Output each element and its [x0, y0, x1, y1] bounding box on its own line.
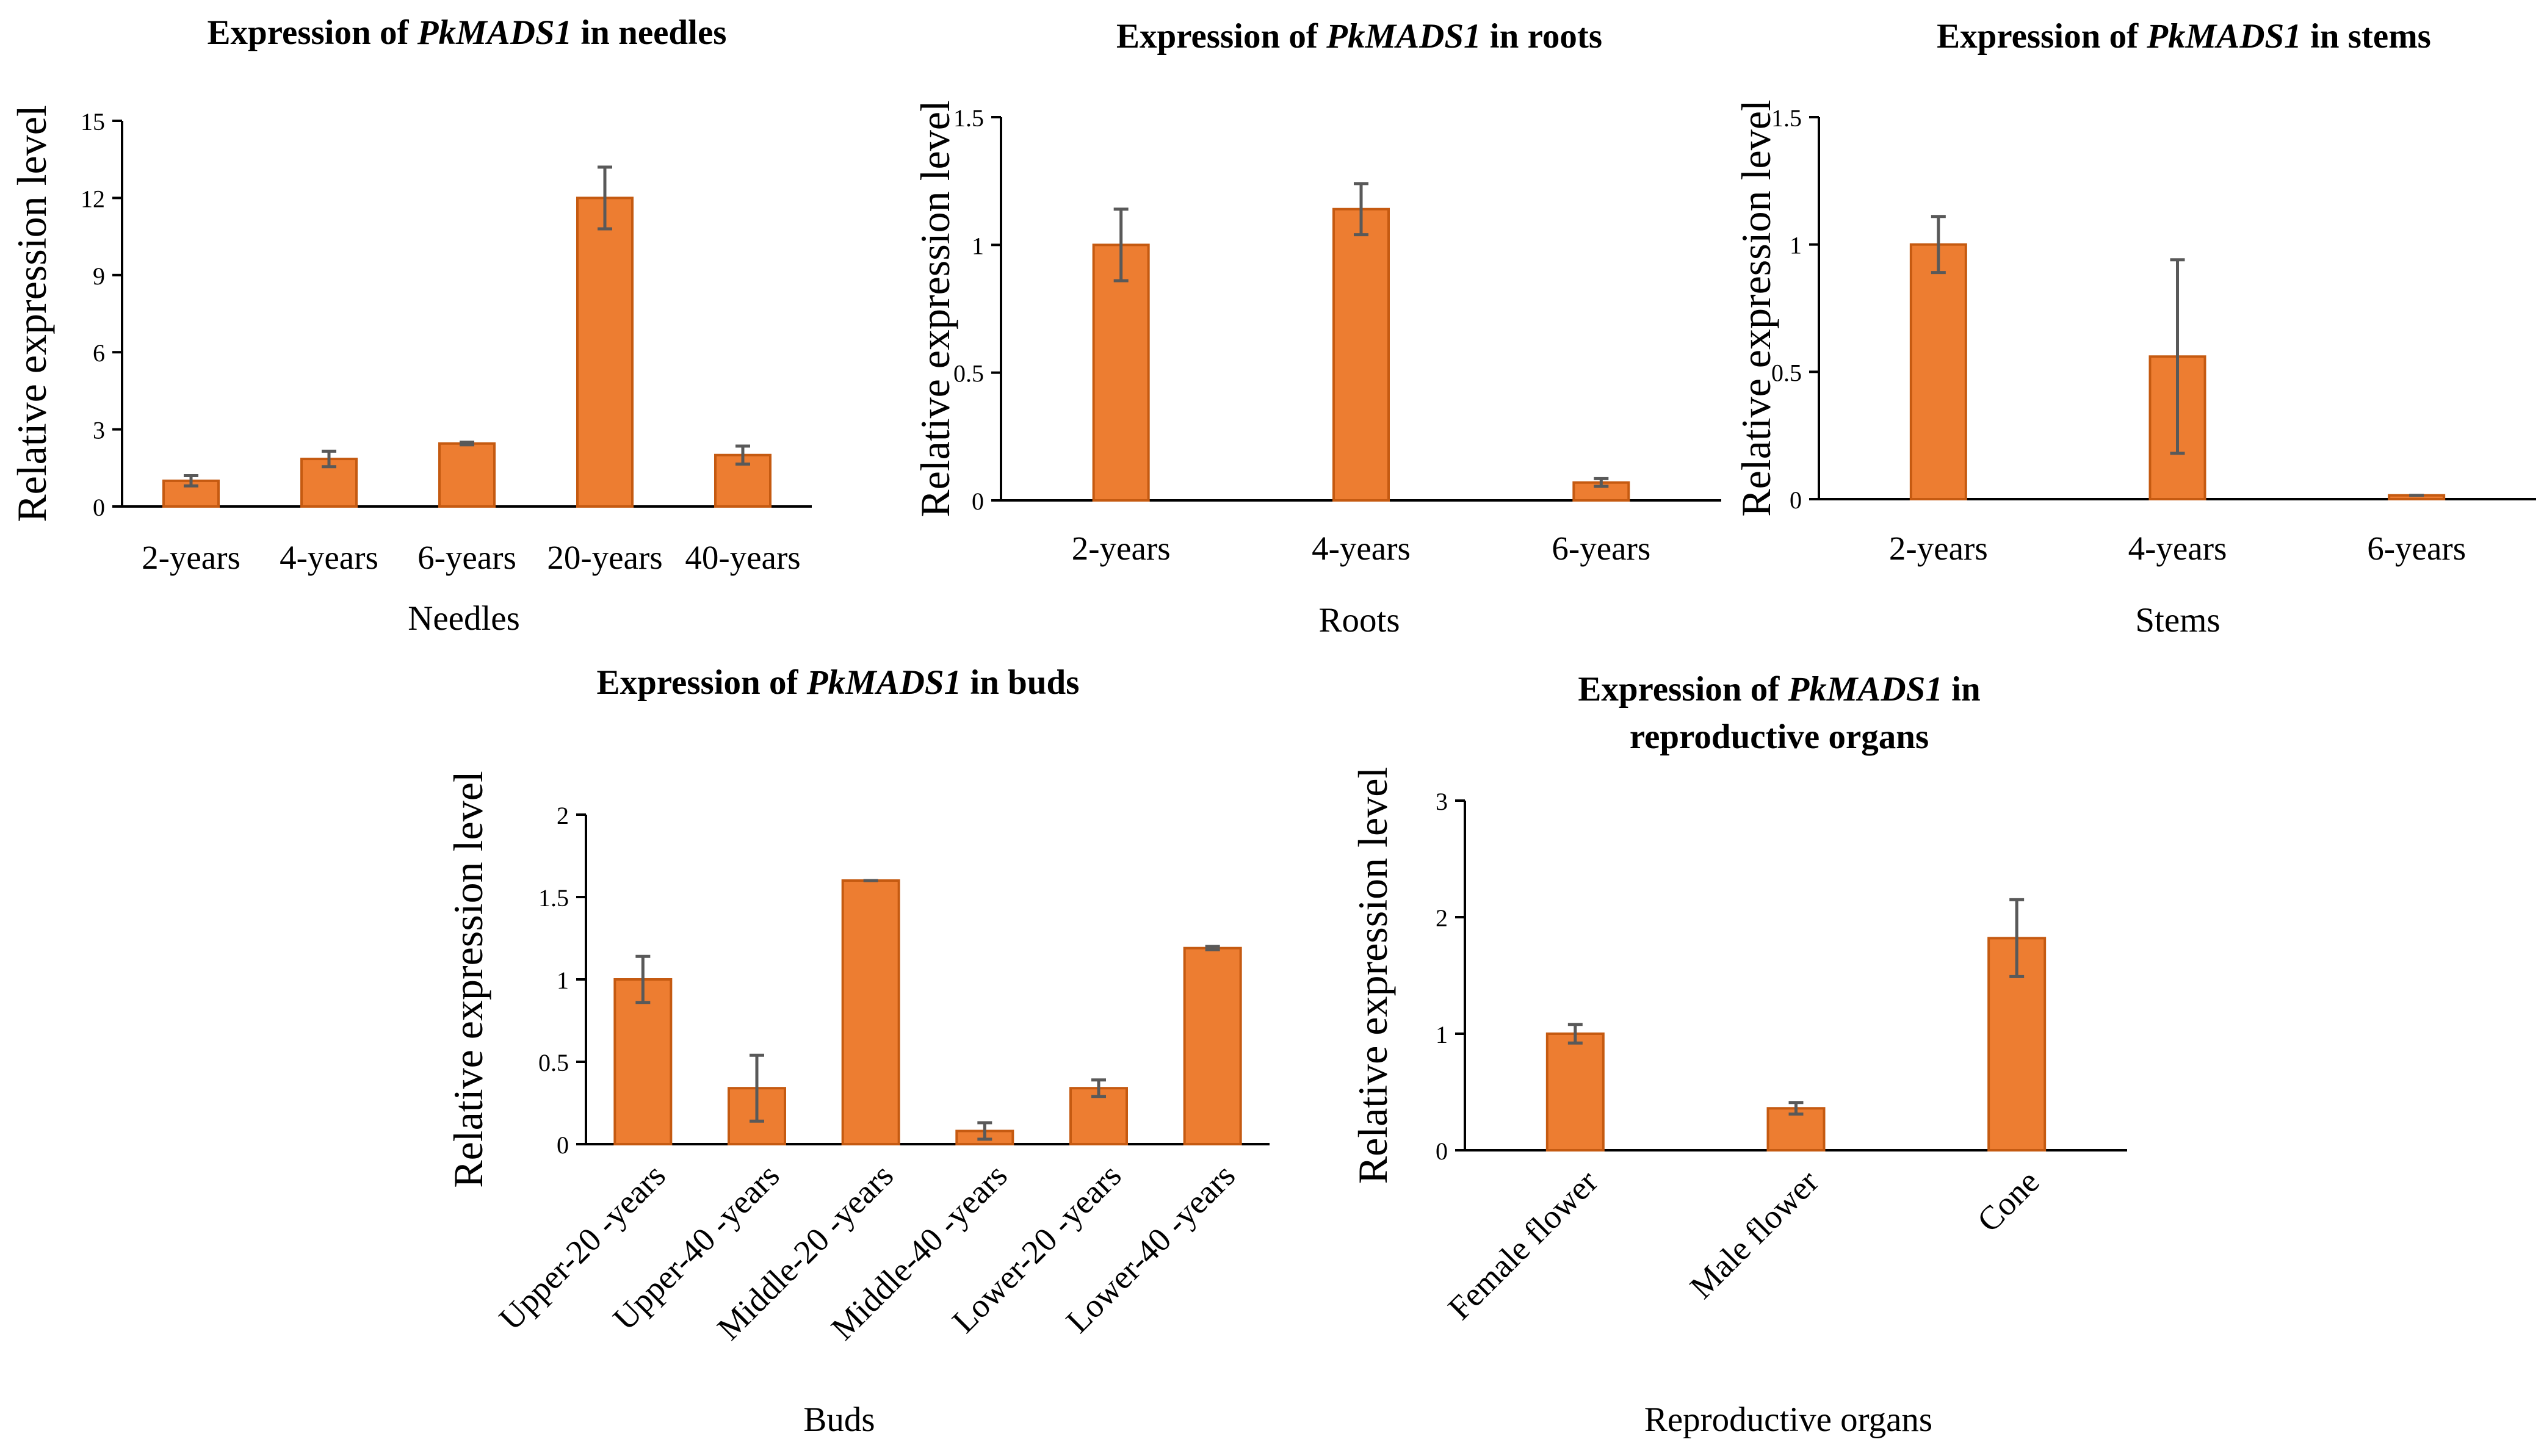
chart-title-gene: PkMADS1 — [417, 13, 572, 52]
x-tick-label: Cone — [1970, 1162, 2046, 1239]
bar — [1909, 243, 1967, 500]
y-tick-label: 1.5 — [538, 884, 569, 912]
bar — [1545, 1033, 1605, 1151]
x-tick-label: 4-years — [280, 539, 378, 576]
y-tick-label: 1 — [972, 232, 984, 259]
chart-title: Expression of PkMADS1 in roots — [1116, 17, 1602, 56]
chart-title: Expression of PkMADS1 in needles — [208, 13, 727, 52]
chart-reproductive: Expression of PkMADS1 in reproductive org… — [1350, 670, 2127, 1439]
y-tick-label: 9 — [93, 262, 105, 290]
x-tick-label: 2-years — [1889, 530, 1988, 567]
bar — [576, 196, 634, 508]
chart-buds: Expression of PkMADS1 in buds Relative ex… — [445, 663, 1270, 1439]
chart-stems: Expression of PkMADS1 in stems Relative e… — [1733, 17, 2536, 640]
x-tick-label: 6-years — [417, 539, 516, 576]
y-tick-label: 0 — [557, 1131, 569, 1159]
chart-title-prefix: Expression of — [1578, 670, 1788, 708]
chart-roots: Expression of PkMADS1 in roots Relative e… — [912, 17, 1721, 640]
chart-title-prefix: Expression of — [1937, 17, 2147, 56]
x-axis-label: Reproductive organs — [1644, 1400, 1932, 1439]
y-axis-label: Relative expression level — [445, 771, 491, 1188]
chart-title-suffix: in roots — [1481, 17, 1602, 56]
chart-title: Expression of PkMADS1 in stems — [1937, 17, 2431, 56]
y-tick-label: 0.5 — [538, 1049, 569, 1076]
y-tick-label: 15 — [81, 108, 105, 135]
chart-title: Expression of PkMADS1 in buds — [597, 663, 1080, 702]
y-tick-label: 0.5 — [1771, 359, 1802, 386]
y-tick-label: 0 — [972, 488, 984, 515]
bar — [1092, 243, 1150, 502]
y-tick-label: 1.5 — [1771, 104, 1802, 132]
x-tick-label: Female flower — [1440, 1162, 1605, 1327]
y-tick-label: 1 — [1790, 232, 1802, 259]
y-axis-label: Relative expression level — [1733, 99, 1779, 517]
chart-title-prefix: Expression of — [208, 13, 417, 52]
x-tick-label: 40-years — [685, 539, 800, 576]
y-tick-label: 1 — [1436, 1021, 1448, 1048]
x-axis-label: Roots — [1318, 601, 1400, 640]
x-tick-label: 4-years — [1312, 530, 1411, 567]
chart-title: Expression of PkMADS1 in — [1578, 670, 1980, 708]
x-axis-label: Buds — [803, 1400, 875, 1439]
chart-title-gene: PkMADS1 — [806, 663, 961, 702]
x-tick-label: 6-years — [2367, 530, 2466, 567]
chart-title-gene: PkMADS1 — [2146, 17, 2301, 56]
chart-title-prefix: Expression of — [597, 663, 807, 702]
y-tick-label: 2 — [1436, 904, 1448, 932]
x-axis-label: Stems — [2135, 601, 2220, 640]
bar — [1183, 946, 1242, 1145]
y-tick-label: 12 — [81, 185, 105, 212]
chart-title-gene: PkMADS1 — [1326, 17, 1481, 56]
chart-title-suffix: in — [1943, 670, 1981, 708]
chart-title-suffix: in buds — [961, 663, 1079, 702]
x-tick-label: 4-years — [2128, 530, 2227, 567]
chart-needles: Expression of PkMADS1 in needles Relative… — [9, 13, 812, 638]
y-axis-label: Relative expression level — [1350, 767, 1396, 1184]
y-tick-label: 0.5 — [953, 360, 984, 387]
x-tick-label: 20-years — [547, 539, 662, 576]
x-tick-label: 6-years — [1552, 530, 1650, 567]
bar — [438, 442, 496, 508]
bar — [1332, 207, 1390, 502]
y-axis-label: Relative expression level — [912, 100, 958, 517]
y-tick-label: 0 — [1790, 486, 1802, 514]
chart-title-prefix: Expression of — [1116, 17, 1326, 56]
bar — [841, 879, 900, 1145]
y-tick-label: 2 — [557, 802, 569, 829]
x-axis-label: Needles — [408, 599, 520, 638]
x-tick-label: Male flower — [1683, 1162, 1826, 1305]
chart-title-gene: PkMADS1 — [1787, 670, 1942, 708]
y-tick-label: 3 — [93, 417, 105, 444]
bar — [613, 978, 673, 1145]
chart-title-suffix: in needles — [572, 13, 726, 52]
y-tick-label: 0 — [1436, 1137, 1448, 1165]
chart-title-suffix: in stems — [2302, 17, 2431, 56]
y-tick-label: 1.5 — [953, 104, 984, 132]
chart-title-line2: reproductive organs — [1630, 718, 1929, 756]
x-tick-label: 2-years — [1072, 530, 1171, 567]
y-tick-label: 1 — [557, 967, 569, 994]
x-tick-label: 2-years — [142, 539, 240, 576]
y-tick-label: 6 — [93, 339, 105, 367]
y-axis-label: Relative expression level — [9, 105, 55, 522]
y-tick-label: 0 — [93, 494, 105, 521]
y-tick-label: 3 — [1436, 788, 1448, 815]
